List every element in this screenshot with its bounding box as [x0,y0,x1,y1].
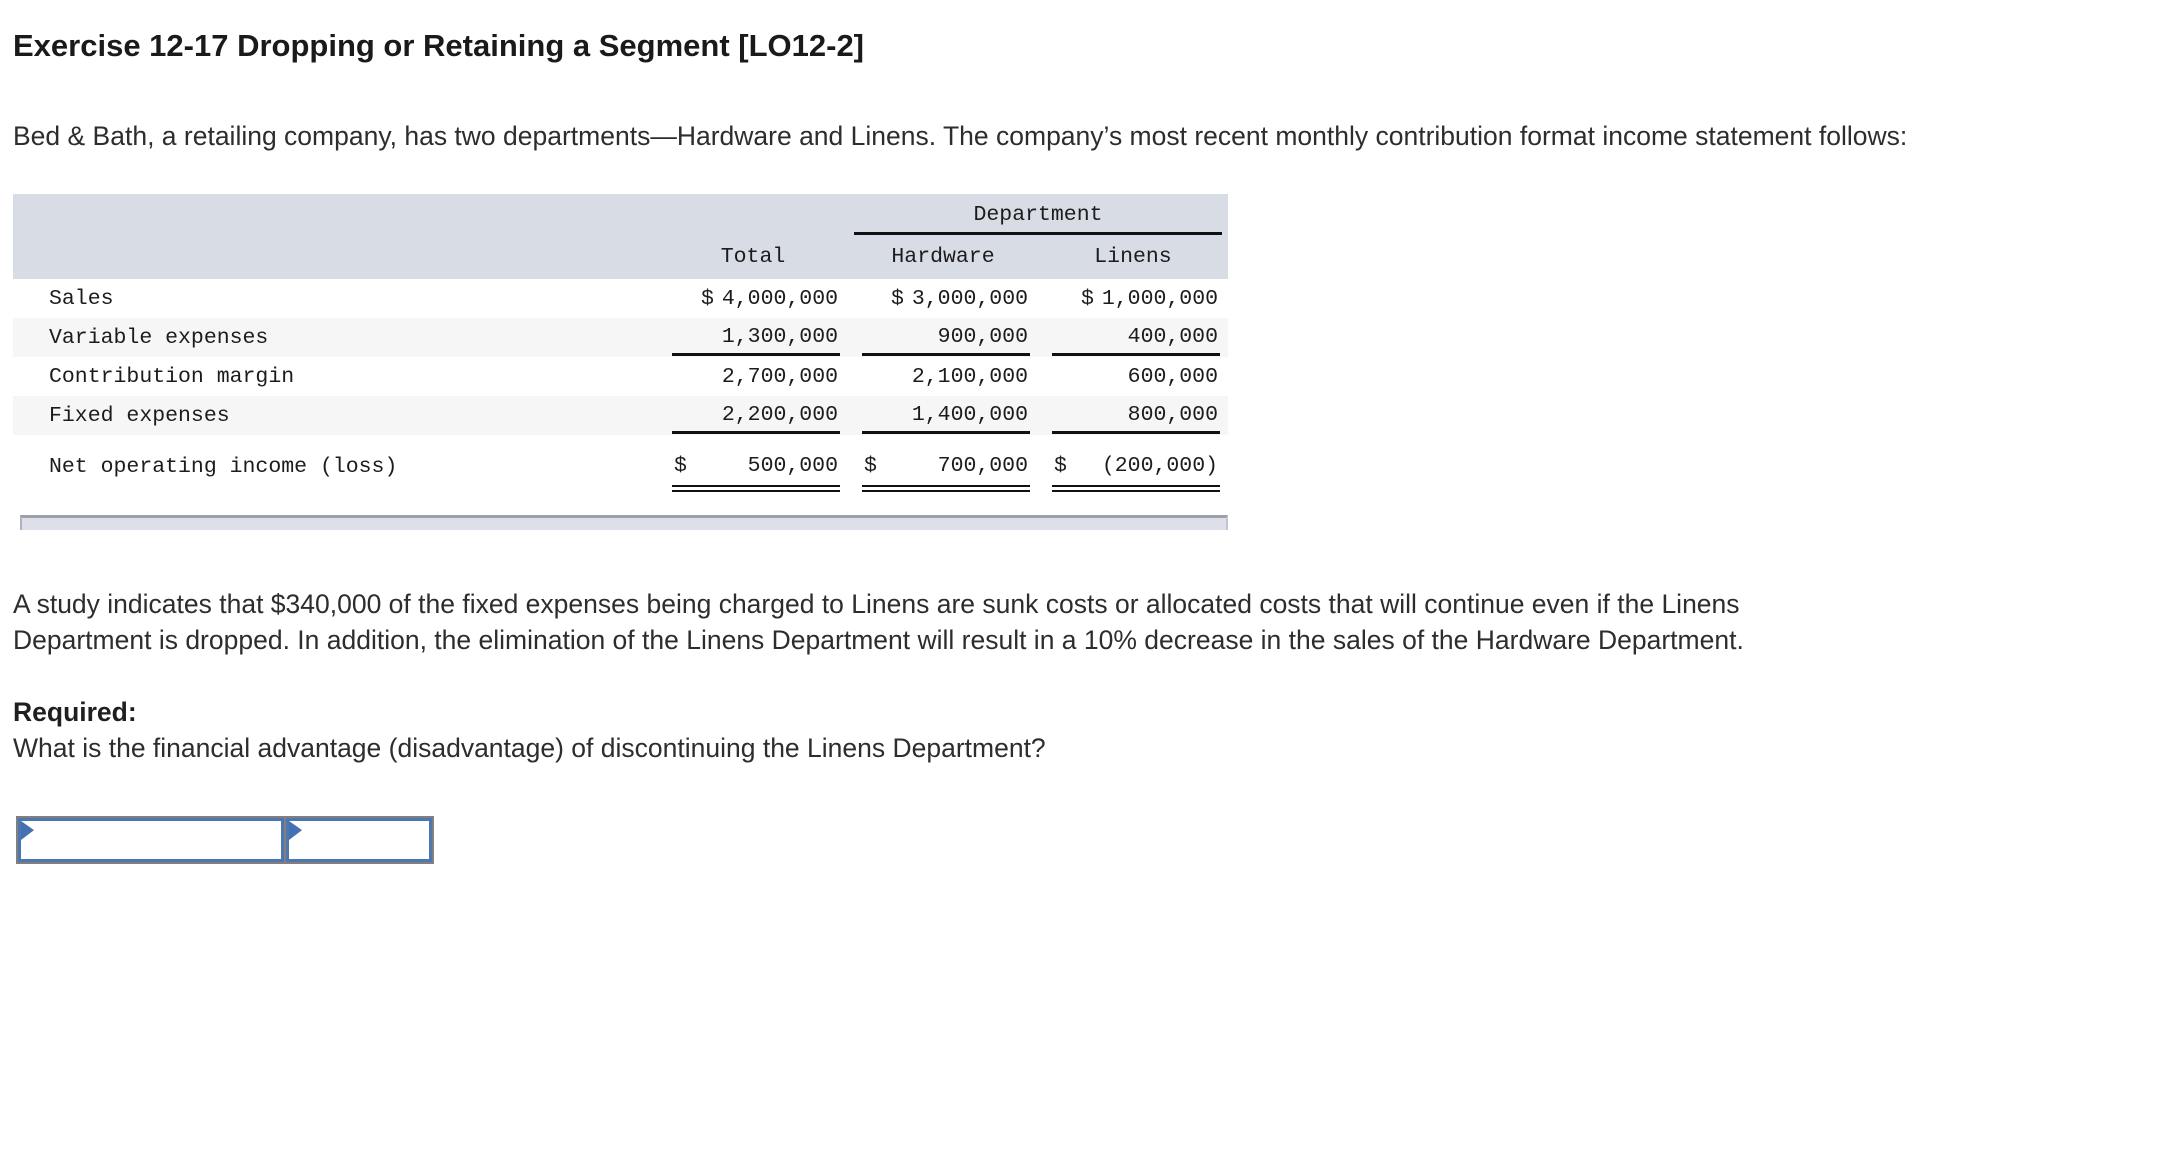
currency-symbol: $ [864,453,877,478]
currency-symbol: $ [700,287,714,311]
row-label: Fixed expenses [49,403,230,428]
department-group-label: Department [854,203,1222,235]
department-group-header: Department [848,194,1228,239]
answer-amount-value [289,821,429,829]
exercise-page: Exercise 12-17 Dropping or Retaining a S… [13,28,1908,864]
answer-description-cell[interactable] [18,818,284,862]
table-row-variable-expenses: Variable expenses 1,300,000 900,000 400,… [13,318,1228,357]
table-column-header-row: Total Hardware Linens [13,239,1228,279]
table-row-fixed-expenses: Fixed expenses 2,200,000 1,400,000 800,0… [13,396,1228,435]
cell-value: (200,000) [1101,453,1218,478]
column-header-linens: Linens [1094,245,1172,269]
study-note-paragraph: A study indicates that $340,000 of the f… [13,589,1744,655]
row-label: Contribution margin [49,364,295,389]
currency-symbol: $ [674,453,687,478]
currency-symbol: $ [1054,453,1067,478]
cell-value: 900,000 [937,324,1028,349]
column-header-hardware: Hardware [891,245,995,269]
answer-input-row [16,816,434,864]
cell-value: 500,000 [747,453,838,478]
table-group-header-row: Department [13,194,1228,239]
cell-value: 600,000 [1127,365,1218,389]
cell-value: 2,200,000 [721,402,838,427]
row-label: Sales [49,286,114,311]
cell-value: 2,100,000 [911,365,1028,389]
required-label: Required: [13,697,137,727]
answer-amount-cell[interactable] [286,818,432,862]
cell-value: 700,000 [937,453,1028,478]
row-label: Variable expenses [49,325,269,350]
currency-symbol: $ [890,287,904,311]
table-row-net-operating-income: Net operating income (loss) $500,000 $70… [13,435,1228,499]
exercise-title: Exercise 12-17 Dropping or Retaining a S… [13,28,865,63]
cell-value: 400,000 [1127,324,1218,349]
intro-paragraph: Bed & Bath, a retailing company, has two… [13,121,1908,151]
currency-symbol: $ [1080,287,1094,311]
cell-value: 1,000,000 [1101,287,1218,311]
table-row-sales: Sales $4,000,000 $3,000,000 $1,000,000 [13,279,1228,318]
cell-value: 4,000,000 [721,287,838,311]
cell-value: 1,300,000 [721,324,838,349]
horizontal-scrollbar[interactable] [20,515,1228,530]
column-header-total: Total [720,245,786,269]
cell-value: 2,700,000 [721,365,838,389]
income-statement-container: Department Total Hardware Linens Sales $… [13,194,1228,530]
cell-value: 800,000 [1127,402,1218,427]
answer-description-value [21,821,281,829]
row-label: Net operating income (loss) [49,455,398,479]
table-row-contribution-margin: Contribution margin 2,700,000 2,100,000 … [13,357,1228,396]
cell-value: 3,000,000 [911,287,1028,311]
question-text: What is the financial advantage (disadva… [13,733,1046,763]
income-statement-table: Department Total Hardware Linens Sales $… [13,194,1228,499]
cell-value: 1,400,000 [911,402,1028,427]
